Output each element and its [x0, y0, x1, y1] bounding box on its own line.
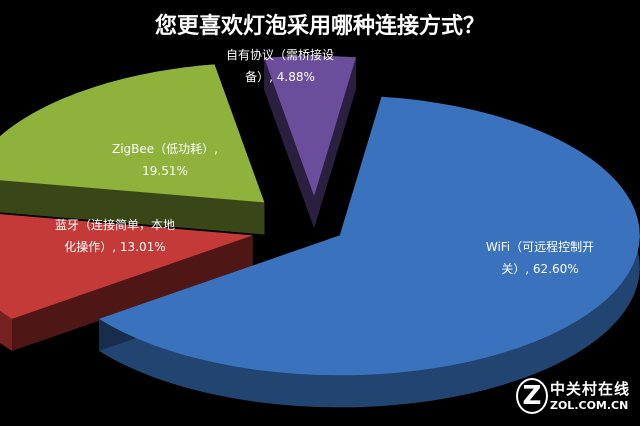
- label-bt-line2: 化操作）, 13.01%: [64, 240, 166, 254]
- pie-slice-face: [0, 180, 265, 235]
- pie-slice-top: [264, 56, 356, 197]
- pie-slice: [99, 96, 640, 408]
- label-own-line1: 自有协议（需桥接设: [225, 48, 334, 62]
- label-wifi-line2: 关）, 62.60%: [501, 262, 579, 276]
- label-zb-line2: 19.51%: [142, 164, 188, 178]
- pie-slice-wall: [0, 310, 12, 351]
- pie-slice-wall: [99, 96, 640, 408]
- pie-slice-face: [264, 57, 315, 229]
- pie-slice-face: [11, 235, 253, 351]
- label-own-line2: 备）, 4.88%: [245, 70, 315, 84]
- pie-slice: [0, 214, 253, 351]
- watermark-cn: 中关村在线: [549, 380, 630, 398]
- label-bt-line1: 蓝牙（连接简单，本地: [54, 218, 175, 232]
- pie-slice-top: [99, 96, 640, 376]
- pie-slice-face: [314, 57, 356, 229]
- watermark-en: ZOL.COM.CN: [549, 399, 629, 412]
- label-zb-line1: ZigBee（低功耗）,: [112, 142, 218, 156]
- label-wifi-line1: WiFi（可远程控制开: [485, 240, 595, 254]
- label-bluetooth: 蓝牙（连接简单，本地 化操作）, 13.01%: [35, 214, 195, 258]
- label-wifi: WiFi（可远程控制开 关）, 62.60%: [455, 236, 625, 280]
- zol-logo: Z: [515, 378, 548, 414]
- watermark: Z 中关村在线 ZOL.COM.CN: [515, 378, 630, 414]
- label-zigbee: ZigBee（低功耗）, 19.51%: [100, 138, 230, 182]
- chart-title: 您更喜欢灯泡采用哪种连接方式？: [154, 14, 485, 39]
- pie-slice-top: [0, 214, 253, 319]
- label-own-protocol: 自有协议（需桥接设 备）, 4.88%: [215, 44, 345, 88]
- pie-slice-top: [0, 64, 265, 203]
- pie-slice: [0, 64, 265, 235]
- pie-slice: [264, 56, 356, 229]
